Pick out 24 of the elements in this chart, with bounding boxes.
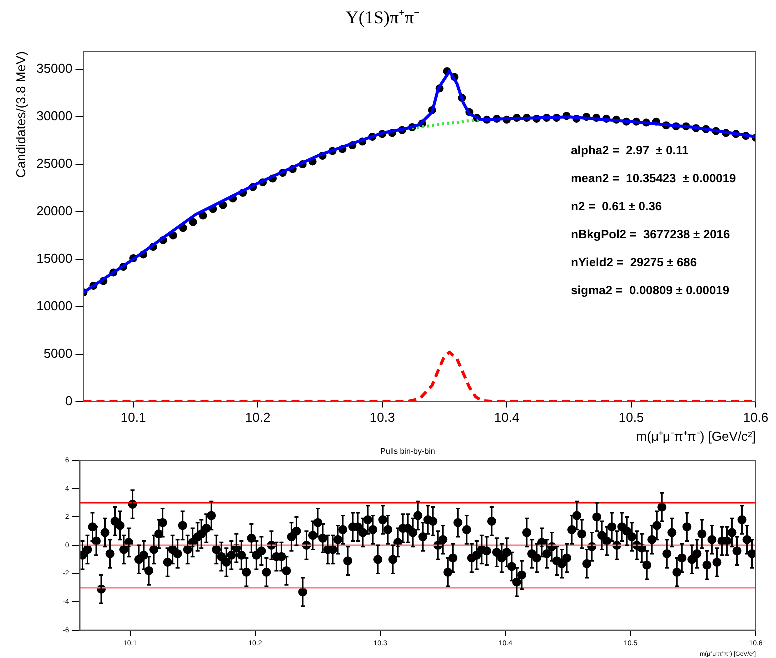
x-tick-label: 10.3 — [370, 410, 396, 426]
x-tick-label: 10.5 — [618, 410, 644, 426]
y-tick-label: 15000 — [36, 251, 73, 266]
y-tick-label: 35000 — [36, 61, 73, 76]
y-axis-title: Candidates/(3.8 MeV) — [13, 52, 28, 178]
annotation: nYield2 = 29275 ± 686 — [571, 256, 698, 270]
y-tick-label: 25000 — [36, 156, 73, 172]
x-tick-label: 10.6 — [743, 410, 769, 426]
annotation: alpha2 = 2.97 ± 0.11 — [571, 144, 690, 158]
y-tick-label: 20000 — [36, 204, 73, 219]
annotation: n2 = 0.61 ± 0.36 — [571, 200, 662, 214]
y-tick-label: 5000 — [44, 346, 73, 361]
y-tick-label: 0 — [66, 393, 73, 408]
x-tick-label: 10.1 — [120, 410, 146, 426]
chart-title: Υ(1S)π⁺π⁻ — [346, 8, 420, 28]
annotation: mean2 = 10.35423 ± 0.00019 — [571, 172, 737, 186]
x-tick-label: 10.2 — [245, 410, 271, 426]
x-axis-title: m(μ⁺μ⁻π⁺π⁻) [GeV/c²] — [636, 428, 756, 444]
annotation: sigma2 = 0.00809 ± 0.00019 — [571, 284, 730, 298]
x-tick-label: 10.4 — [494, 410, 520, 426]
chart-title: Pulls bin-by-bin — [380, 447, 436, 456]
y-tick-label: 10000 — [36, 298, 73, 314]
annotation: nBkgPol2 = 3677238 ± 2016 — [571, 228, 730, 242]
y-tick-label: 30000 — [36, 108, 73, 124]
